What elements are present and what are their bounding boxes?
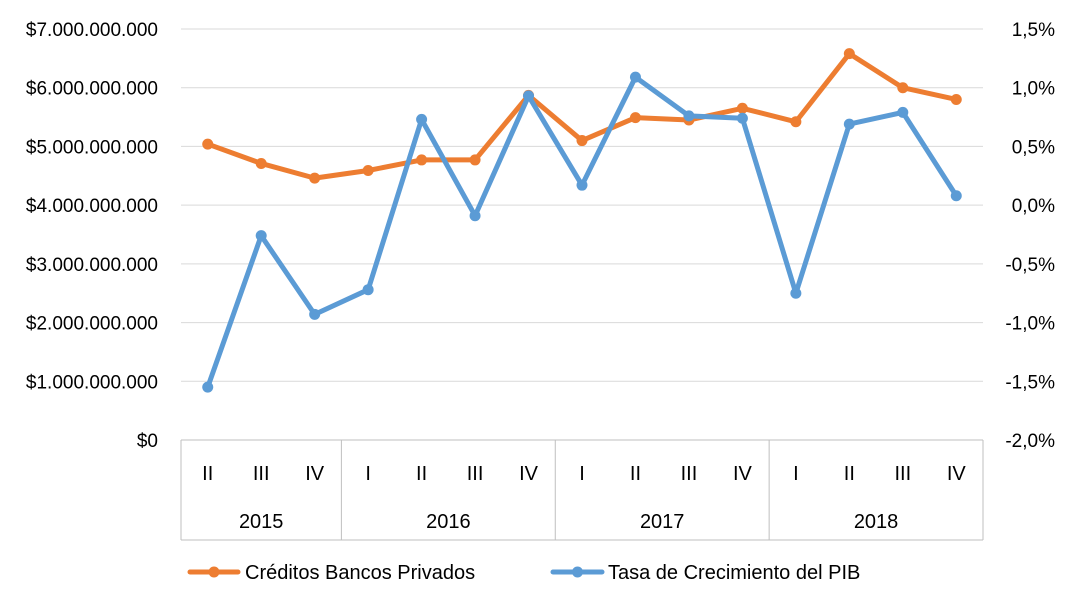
data-point-1 [576, 135, 588, 147]
legend-label-2: Tasa de Crecimiento del PIB [608, 562, 860, 584]
data-point-1 [202, 138, 214, 150]
quarter-label: I [579, 463, 585, 485]
data-point-1 [629, 112, 641, 124]
data-point-2 [202, 381, 214, 393]
data-point-2 [843, 118, 855, 130]
right-tick-label: 1,5% [1012, 20, 1055, 41]
left-tick-label: $3.000.000.000 [26, 255, 158, 276]
year-label: 2016 [426, 511, 471, 533]
left-axis-ticks: $0 $1.000.000.000 $2.000.000.000 $3.000.000… [26, 20, 158, 452]
quarter-label: III [467, 463, 484, 485]
data-point-1 [950, 93, 962, 105]
data-point-2 [416, 113, 428, 125]
data-point-2 [950, 190, 962, 202]
quarter-label: IV [733, 463, 753, 485]
quarter-label: IV [947, 463, 967, 485]
data-point-1 [416, 154, 428, 166]
legend-marker-2 [572, 566, 583, 578]
data-point-2 [736, 112, 748, 124]
quarter-label: IV [519, 463, 539, 485]
data-point-2 [255, 230, 267, 242]
data-point-1 [469, 154, 481, 166]
data-point-2 [790, 287, 802, 299]
quarter-label: IV [305, 463, 325, 485]
data-point-2 [576, 179, 588, 191]
data-point-2 [309, 308, 321, 320]
right-tick-label: 1,0% [1012, 79, 1055, 100]
data-point-2 [683, 110, 695, 122]
left-tick-label: $6.000.000.000 [26, 79, 158, 100]
left-tick-label: $0 [137, 431, 158, 452]
quarter-label: III [681, 463, 698, 485]
left-tick-label: $5.000.000.000 [26, 137, 158, 158]
left-tick-label: $4.000.000.000 [26, 196, 158, 217]
data-point-2 [897, 106, 909, 118]
left-tick-label: $1.000.000.000 [26, 372, 158, 393]
quarter-label: III [894, 463, 911, 485]
right-tick-label: -2,0% [1005, 431, 1055, 452]
data-point-1 [255, 157, 267, 169]
legend-marker-1 [208, 566, 220, 578]
quarter-label: I [365, 463, 371, 485]
data-point-1 [790, 116, 802, 128]
right-tick-label: -0,5% [1005, 255, 1055, 276]
year-label: 2018 [854, 511, 899, 533]
data-point-2 [523, 90, 535, 102]
quarter-label: II [202, 463, 213, 485]
year-label: 2015 [239, 511, 284, 533]
data-point-1 [362, 165, 374, 177]
data-point-2 [629, 71, 641, 83]
right-tick-label: -1,0% [1005, 314, 1055, 335]
data-point-1 [843, 48, 855, 60]
year-label: 2017 [640, 511, 685, 533]
legend: Créditos Bancos Privados Tasa de Crecimie… [187, 562, 860, 584]
left-tick-label: $7.000.000.000 [26, 20, 158, 41]
series-layer [202, 48, 962, 393]
quarter-label: I [793, 463, 799, 485]
quarter-label: III [253, 463, 270, 485]
right-tick-label: 0,5% [1012, 137, 1055, 158]
quarter-label: II [630, 463, 641, 485]
right-tick-label: 0,0% [1012, 196, 1055, 217]
gridlines [181, 28, 983, 441]
series-line-1 [205, 51, 959, 181]
data-point-1 [736, 102, 748, 114]
data-point-1 [309, 172, 321, 184]
data-point-2 [362, 284, 374, 296]
left-tick-label: $2.000.000.000 [26, 314, 158, 335]
right-axis-ticks: -2,0% -1,5% -1,0% -0,5% 0,0% 0,5% 1,0% 1,5% [1005, 20, 1055, 452]
right-tick-label: -1,5% [1005, 372, 1055, 393]
data-point-2 [469, 210, 481, 222]
data-point-1 [897, 82, 909, 94]
legend-label-1: Créditos Bancos Privados [245, 562, 475, 584]
quarter-label: II [844, 463, 855, 485]
quarter-label: II [416, 463, 427, 485]
